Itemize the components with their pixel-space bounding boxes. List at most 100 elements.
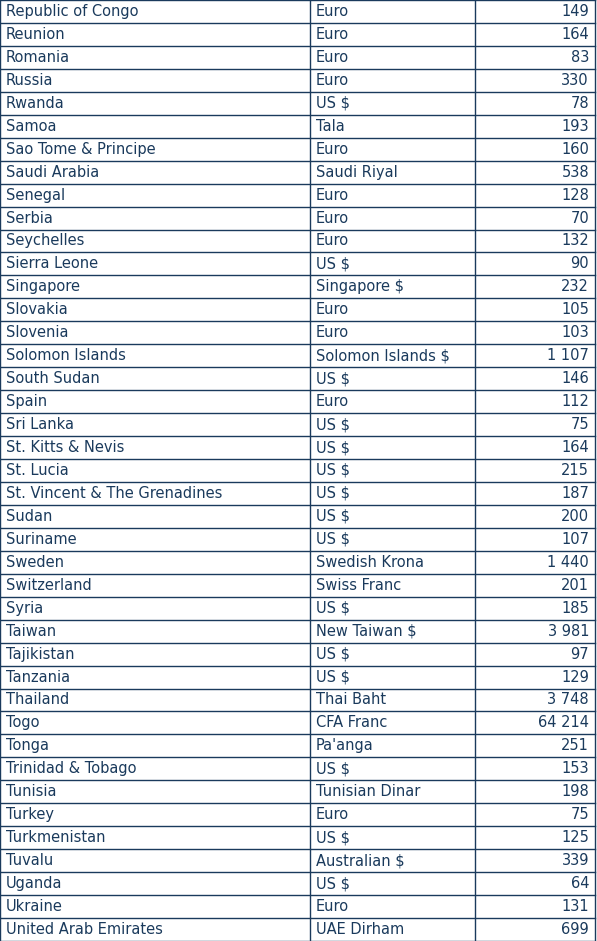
Text: Senegal: Senegal — [6, 187, 65, 202]
Text: US $: US $ — [316, 532, 350, 547]
Text: Euro: Euro — [316, 211, 349, 226]
Bar — [0, 528, 595, 550]
Text: Taiwan: Taiwan — [6, 624, 56, 639]
Text: Euro: Euro — [316, 807, 349, 822]
Text: Russia: Russia — [6, 72, 54, 88]
Bar — [0, 826, 595, 849]
Bar — [0, 734, 595, 758]
Bar — [0, 298, 595, 321]
Text: Euro: Euro — [316, 899, 349, 914]
Text: 200: 200 — [561, 509, 589, 524]
Text: 112: 112 — [561, 394, 589, 409]
Bar — [0, 46, 595, 69]
Bar — [0, 137, 595, 161]
Bar — [0, 574, 595, 597]
Bar — [0, 849, 595, 872]
Text: United Arab Emirates: United Arab Emirates — [6, 922, 163, 937]
Text: 3 748: 3 748 — [547, 693, 589, 708]
Bar — [0, 367, 595, 391]
Text: 129: 129 — [561, 670, 589, 684]
Text: 1 107: 1 107 — [547, 348, 589, 363]
Bar — [0, 482, 595, 505]
Text: Togo: Togo — [6, 715, 39, 730]
Text: 160: 160 — [561, 142, 589, 156]
Text: US $: US $ — [316, 440, 350, 455]
Text: Swedish Krona: Swedish Krona — [316, 555, 424, 569]
Bar — [0, 92, 595, 115]
Text: 78: 78 — [570, 96, 589, 111]
Text: Singapore $: Singapore $ — [316, 279, 404, 295]
Text: Tala: Tala — [316, 119, 344, 134]
Text: 75: 75 — [570, 417, 589, 432]
Text: Sri Lanka: Sri Lanka — [6, 417, 74, 432]
Text: CFA Franc: CFA Franc — [316, 715, 387, 730]
Bar — [0, 321, 595, 344]
Text: 330: 330 — [561, 72, 589, 88]
Bar — [0, 252, 595, 276]
Text: Euro: Euro — [316, 302, 349, 317]
Text: US $: US $ — [316, 761, 350, 776]
Text: 251: 251 — [561, 739, 589, 754]
Text: 103: 103 — [561, 326, 589, 341]
Bar — [0, 689, 595, 711]
Text: Romania: Romania — [6, 50, 70, 65]
Text: Australian $: Australian $ — [316, 853, 405, 869]
Text: Solomon Islands $: Solomon Islands $ — [316, 348, 450, 363]
Text: Euro: Euro — [316, 233, 349, 248]
Text: Reunion: Reunion — [6, 27, 66, 42]
Text: 201: 201 — [561, 578, 589, 593]
Text: Saudi Arabia: Saudi Arabia — [6, 165, 99, 180]
Text: 107: 107 — [561, 532, 589, 547]
Text: 125: 125 — [561, 830, 589, 845]
Text: Uganda: Uganda — [6, 876, 63, 891]
Text: 97: 97 — [570, 646, 589, 662]
Bar — [0, 711, 595, 734]
Bar — [0, 643, 595, 665]
Bar — [0, 413, 595, 436]
Text: Samoa: Samoa — [6, 119, 57, 134]
Text: Tanzania: Tanzania — [6, 670, 70, 684]
Text: 90: 90 — [570, 257, 589, 271]
Text: 164: 164 — [561, 27, 589, 42]
Text: 70: 70 — [570, 211, 589, 226]
Bar — [0, 276, 595, 298]
Text: Euro: Euro — [316, 394, 349, 409]
Text: 64 214: 64 214 — [538, 715, 589, 730]
Text: 132: 132 — [561, 233, 589, 248]
Text: Spain: Spain — [6, 394, 47, 409]
Text: Trinidad & Tobago: Trinidad & Tobago — [6, 761, 137, 776]
Text: 187: 187 — [561, 486, 589, 501]
Text: US $: US $ — [316, 670, 350, 684]
Text: 215: 215 — [561, 463, 589, 478]
Text: Euro: Euro — [316, 4, 349, 19]
Text: Slovenia: Slovenia — [6, 326, 69, 341]
Text: 146: 146 — [561, 371, 589, 386]
Bar — [0, 597, 595, 620]
Text: St. Vincent & The Grenadines: St. Vincent & The Grenadines — [6, 486, 222, 501]
Text: South Sudan: South Sudan — [6, 371, 100, 386]
Text: Saudi Riyal: Saudi Riyal — [316, 165, 398, 180]
Text: 128: 128 — [561, 187, 589, 202]
Bar — [0, 780, 595, 804]
Text: 149: 149 — [561, 4, 589, 19]
Text: 538: 538 — [561, 165, 589, 180]
Text: Sudan: Sudan — [6, 509, 53, 524]
Text: New Taiwan $: New Taiwan $ — [316, 624, 417, 639]
Text: Tuvalu: Tuvalu — [6, 853, 53, 869]
Text: Syria: Syria — [6, 600, 43, 615]
Text: 131: 131 — [561, 899, 589, 914]
Bar — [0, 69, 595, 92]
Text: St. Kitts & Nevis: St. Kitts & Nevis — [6, 440, 124, 455]
Text: Euro: Euro — [316, 72, 349, 88]
Text: 699: 699 — [561, 922, 589, 937]
Bar — [0, 804, 595, 826]
Text: Sweden: Sweden — [6, 555, 64, 569]
Text: US $: US $ — [316, 876, 350, 891]
Text: Turkey: Turkey — [6, 807, 54, 822]
Text: Solomon Islands: Solomon Islands — [6, 348, 126, 363]
Text: Euro: Euro — [316, 27, 349, 42]
Text: Euro: Euro — [316, 142, 349, 156]
Text: 164: 164 — [561, 440, 589, 455]
Bar — [0, 207, 595, 230]
Bar — [0, 115, 595, 137]
